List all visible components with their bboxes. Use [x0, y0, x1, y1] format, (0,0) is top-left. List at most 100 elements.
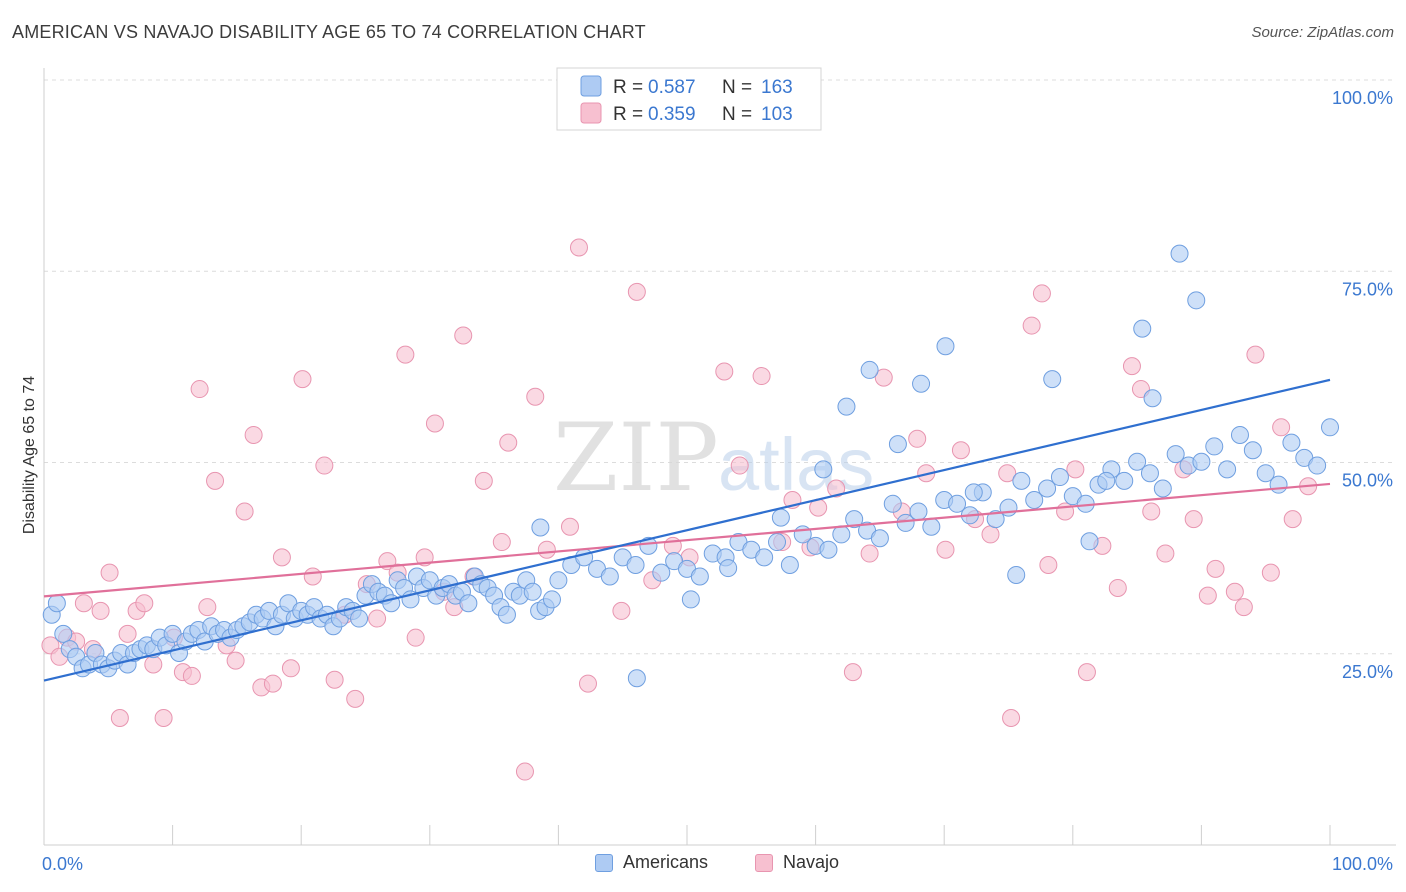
- americans-point: [1166, 445, 1185, 464]
- americans-point: [922, 517, 941, 536]
- navajo-point: [1032, 284, 1051, 303]
- americans-point: [936, 337, 955, 356]
- navajo-point: [1198, 586, 1217, 605]
- navajo-point: [612, 601, 631, 620]
- americans-point: [523, 582, 542, 601]
- navajo-point: [325, 670, 344, 689]
- navajo-point: [860, 544, 879, 563]
- americans-point: [1269, 475, 1288, 494]
- americans-point: [768, 533, 787, 552]
- navajo-point: [936, 540, 955, 559]
- americans-point: [531, 518, 550, 537]
- americans-point: [1187, 291, 1206, 310]
- americans-point: [1038, 479, 1057, 498]
- navajo-point: [569, 238, 588, 257]
- navajo-point: [346, 689, 365, 708]
- navajo-point: [244, 425, 263, 444]
- source-label: Source: ZipAtlas.com: [1251, 24, 1394, 41]
- legend-label-americans: Americans: [623, 852, 709, 872]
- americans-point: [1025, 490, 1044, 509]
- americans-point: [1043, 370, 1062, 389]
- navajo-point: [1142, 502, 1161, 521]
- navajo-point: [843, 663, 862, 682]
- navajo-point: [154, 709, 173, 728]
- americans-point: [549, 571, 568, 590]
- americans-point: [870, 529, 889, 548]
- americans-point: [814, 460, 833, 479]
- navajo-point: [263, 674, 282, 693]
- americans-point: [600, 567, 619, 586]
- navajo-point: [272, 548, 291, 567]
- navajo-point: [578, 674, 597, 693]
- navajo-point: [91, 601, 110, 620]
- navajo-point: [74, 594, 93, 613]
- navajo-point: [110, 709, 129, 728]
- americans-point: [1205, 437, 1224, 456]
- trend-lines: [43, 378, 1331, 682]
- navajo-point: [190, 380, 209, 399]
- navajo-point: [281, 659, 300, 678]
- americans-point: [1218, 460, 1237, 479]
- navajo-point: [303, 567, 322, 586]
- americans-point: [459, 594, 478, 613]
- series-legend: Americans Navajo: [0, 852, 1406, 878]
- americans-point: [780, 556, 799, 575]
- navajo-point: [1206, 559, 1225, 578]
- navajo-point: [1156, 544, 1175, 563]
- americans-point: [626, 556, 645, 575]
- legend-item-navajo: Navajo: [755, 852, 839, 873]
- americans-point: [1115, 471, 1134, 490]
- navajo-point: [1272, 418, 1291, 437]
- navajo-point: [118, 624, 137, 643]
- navajo-point: [1261, 563, 1280, 582]
- navajo-point: [1022, 316, 1041, 335]
- navajo-point: [998, 464, 1017, 483]
- americans-point: [1097, 471, 1116, 490]
- americans-point: [1282, 433, 1301, 452]
- americans-point: [948, 494, 967, 513]
- navajo-point: [1246, 345, 1265, 364]
- y-tick-label: 50.0%: [1342, 471, 1393, 491]
- navajo-point: [627, 282, 646, 301]
- americans-point: [1170, 244, 1189, 263]
- americans-point: [1080, 532, 1099, 551]
- navajo-point: [874, 368, 893, 387]
- y-tick-label: 100.0%: [1332, 88, 1393, 108]
- americans-point: [1140, 464, 1159, 483]
- americans-point: [860, 360, 879, 379]
- navajo-point: [981, 525, 1000, 544]
- chart-title: AMERICAN VS NAVAJO DISABILITY AGE 65 TO …: [12, 22, 646, 42]
- americans-point: [819, 540, 838, 559]
- navajo-point: [492, 533, 511, 552]
- americans-n-value: 163: [761, 77, 793, 98]
- navajo-point: [908, 429, 927, 448]
- americans-point: [755, 548, 774, 567]
- americans-legend-swatch: [580, 75, 602, 97]
- americans-point: [832, 525, 851, 544]
- navajo-point: [1066, 460, 1085, 479]
- navajo-point: [1077, 663, 1096, 682]
- americans-point: [652, 563, 671, 582]
- y-tick-label: 75.0%: [1342, 279, 1393, 299]
- navajo-point: [425, 414, 444, 433]
- navajo-point: [182, 666, 201, 685]
- americans-point: [1230, 425, 1249, 444]
- navajo-point: [1283, 510, 1302, 529]
- navajo-point: [1184, 510, 1203, 529]
- americans-point: [1308, 456, 1327, 475]
- navajo-r-label: R =: [613, 104, 643, 125]
- navajo-legend-swatch: [580, 102, 602, 124]
- axes: [43, 68, 1396, 846]
- americans-point: [1243, 441, 1262, 460]
- watermark-zip: ZIP: [553, 404, 719, 513]
- americans-trend-line: [43, 378, 1331, 682]
- navajo-point: [827, 479, 846, 498]
- americans-point: [1128, 452, 1147, 471]
- americans-point: [1256, 464, 1275, 483]
- navajo-point: [1225, 582, 1244, 601]
- americans-point: [54, 624, 73, 643]
- x-tick-label: 0.0%: [42, 854, 83, 874]
- navajo-n-label: N =: [722, 104, 752, 125]
- navajo-point: [1002, 709, 1021, 728]
- americans-point: [627, 669, 646, 688]
